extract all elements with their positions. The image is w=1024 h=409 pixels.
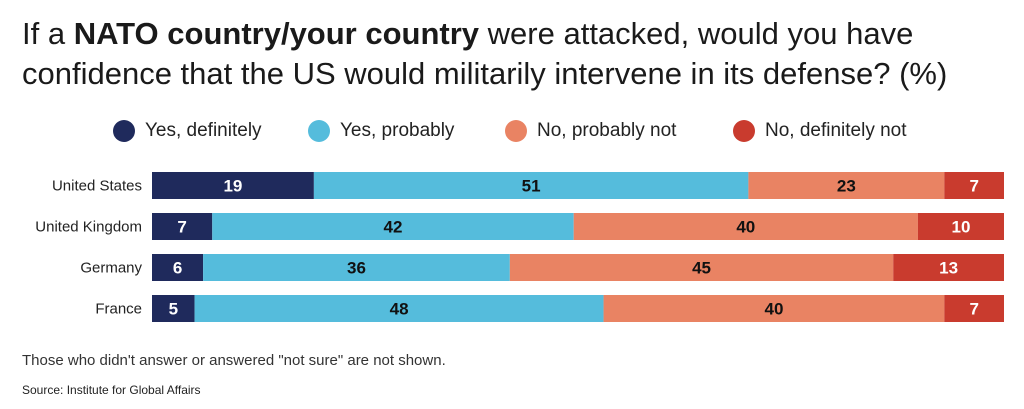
bar-segment xyxy=(194,295,604,322)
bar-segment xyxy=(152,213,213,240)
bar-segment xyxy=(944,172,1004,199)
bar-segment xyxy=(893,254,1004,281)
legend: Yes, definitely Yes, probably No, probably… xyxy=(0,116,1024,146)
data-label: 42 xyxy=(384,218,403,237)
legend-label: Yes, probably xyxy=(340,120,455,141)
footnote: Those who didn't answer or answered "not… xyxy=(22,352,446,369)
bar-segment xyxy=(152,172,314,199)
row-label: France xyxy=(95,301,142,318)
legend-item: Yes, probably xyxy=(308,116,454,146)
bar-segment xyxy=(603,295,945,322)
source-note: Source: Institute for Global Affairs xyxy=(22,383,201,397)
data-label: 19 xyxy=(223,177,242,196)
legend-item: Yes, definitely xyxy=(113,116,262,146)
legend-label: Yes, definitely xyxy=(145,120,262,141)
data-label: 45 xyxy=(692,259,711,278)
title-bold: NATO country/your country xyxy=(73,16,480,51)
legend-label: No, definitely not xyxy=(765,120,907,141)
row-label: Germany xyxy=(80,260,142,277)
bar-segment xyxy=(573,213,918,240)
data-label: 40 xyxy=(736,218,755,237)
data-label: 48 xyxy=(390,300,409,319)
legend-swatch xyxy=(505,120,527,142)
bar-segment xyxy=(152,295,195,322)
bar-segment xyxy=(212,213,574,240)
data-label: 40 xyxy=(764,300,783,319)
legend-item: No, definitely not xyxy=(733,116,907,146)
legend-swatch xyxy=(308,120,330,142)
data-label: 51 xyxy=(522,177,541,196)
legend-swatch xyxy=(733,120,755,142)
row-label: United Kingdom xyxy=(35,219,142,236)
title-pre: If a xyxy=(22,16,74,51)
data-label: 23 xyxy=(837,177,856,196)
data-label: 7 xyxy=(969,300,978,319)
legend-label: No, probably not xyxy=(537,120,677,141)
bar-segment xyxy=(152,254,204,281)
legend-item: No, probably not xyxy=(505,116,676,146)
title-post: were attacked, would you have confidence… xyxy=(22,16,948,91)
data-label: 7 xyxy=(177,218,186,237)
bar-segment xyxy=(313,172,749,199)
bar-segment xyxy=(509,254,894,281)
data-label: 6 xyxy=(173,259,182,278)
row-label: United States xyxy=(52,178,142,195)
data-label: 5 xyxy=(169,300,178,319)
data-label: 10 xyxy=(952,218,971,237)
data-label: 7 xyxy=(969,177,978,196)
stacked-bar-chart: United States 19 51 23 7 United Kingdom 7 42 40 1… xyxy=(35,172,1004,322)
bar-segment xyxy=(944,295,1004,322)
chart-title: If a NATO country/your country were atta… xyxy=(22,14,1012,94)
bar-segment xyxy=(203,254,510,281)
legend-swatch xyxy=(113,120,135,142)
bar-segment xyxy=(748,172,945,199)
bar-segment xyxy=(917,213,1004,240)
data-label: 36 xyxy=(347,259,366,278)
data-label: 13 xyxy=(939,259,958,278)
